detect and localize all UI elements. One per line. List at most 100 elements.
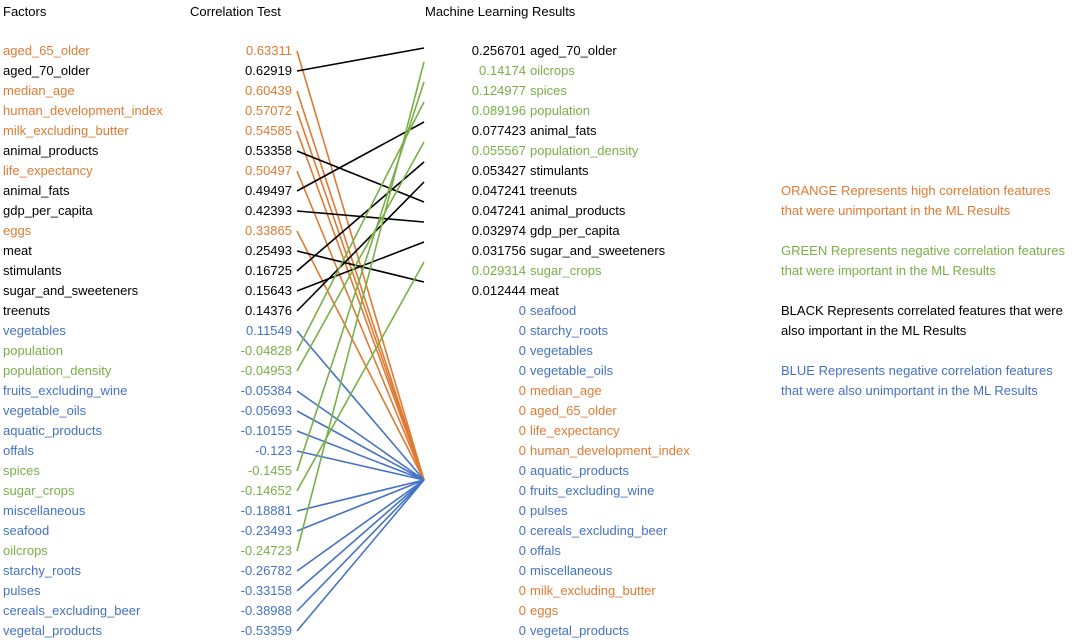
link-vegetables [296, 330, 425, 481]
correlation-value: 0.63311 [245, 43, 292, 58]
ml-importance-value: 0 [518, 323, 526, 338]
ml-importance-value: 0 [518, 483, 526, 498]
correlation-value: 0.16725 [245, 263, 292, 278]
legend-black-line: also important in the ML Results [781, 323, 967, 338]
ml-importance-value: 0.14174 [479, 63, 526, 78]
correlation-value: 0.25493 [245, 243, 292, 258]
legend-green-line: that were important in the ML Results [781, 263, 996, 278]
correlation-value: -0.10155 [240, 423, 292, 438]
legend-green-line: GREEN Represents negative correlation fe… [781, 243, 1065, 258]
ml-feature-name: aged_65_older [530, 403, 617, 418]
link-cereals_excluding_beer [296, 479, 425, 612]
factor-name: aged_70_older [3, 63, 90, 78]
ml-feature-name: fruits_excluding_wine [530, 483, 655, 498]
factor-name: fruits_excluding_wine [3, 383, 128, 398]
ml-feature-name: offals [530, 543, 561, 558]
ml-importance-value: 0.032974 [471, 223, 526, 238]
header-ml-results: Machine Learning Results [425, 4, 576, 19]
ml-feature-name: median_age [530, 383, 602, 398]
link-animal_products [296, 150, 425, 203]
ml-importance-value: 0 [518, 523, 526, 538]
ml-importance-value: 0 [518, 343, 526, 358]
ml-importance-value: 0.089196 [471, 103, 526, 118]
correlation-value: -0.24723 [240, 543, 292, 558]
factor-name: treenuts [3, 303, 50, 318]
legend-blue-line: that were also unimportant in the ML Res… [781, 383, 1038, 398]
correlation-value: -0.18881 [240, 503, 292, 518]
factor-name: vegetal_products [3, 623, 103, 638]
factor-name: gdp_per_capita [3, 203, 93, 218]
ml-importance-value: 0 [518, 463, 526, 478]
factor-name: eggs [3, 223, 32, 238]
correlation-value: 0.62919 [245, 63, 292, 78]
ml-feature-name: cereals_excluding_beer [530, 523, 668, 538]
correlation-value: 0.57072 [245, 103, 292, 118]
correlation-value: 0.42393 [245, 203, 292, 218]
ml-importance-value: 0 [518, 623, 526, 638]
factor-name: aquatic_products [3, 423, 103, 438]
ml-importance-value: 0 [518, 423, 526, 438]
legend-orange-line: ORANGE Represents high correlation featu… [781, 183, 1051, 198]
correlation-value: -0.53359 [240, 623, 292, 638]
ml-feature-name: spices [530, 83, 567, 98]
correlation-value: -0.38988 [240, 603, 292, 618]
factor-name: aged_65_older [3, 43, 90, 58]
ml-importance-value: 0 [518, 363, 526, 378]
correlation-value: 0.50497 [245, 163, 292, 178]
ml-feature-name: sugar_crops [530, 263, 602, 278]
factor-name: vegetable_oils [3, 403, 87, 418]
ml-importance-value: 0.029314 [471, 263, 526, 278]
correlation-value: 0.60439 [245, 83, 292, 98]
ml-importance-value: 0.256701 [471, 43, 526, 58]
correlation-value: -0.26782 [240, 563, 292, 578]
factor-name: sugar_crops [3, 483, 75, 498]
ml-importance-value: 0.053427 [471, 163, 526, 178]
correlation-value: 0.11549 [245, 323, 292, 338]
ml-feature-name: vegetal_products [530, 623, 630, 638]
factor-name: miscellaneous [3, 503, 86, 518]
ml-importance-value: 0 [518, 383, 526, 398]
ml-feature-name: human_development_index [530, 443, 690, 458]
ml-importance-value: 0 [518, 603, 526, 618]
factor-name: cereals_excluding_beer [3, 603, 141, 618]
link-aquatic_products [296, 430, 425, 481]
ml-feature-name: vegetables [530, 343, 593, 358]
link-eggs [296, 230, 425, 481]
factor-name: stimulants [3, 263, 62, 278]
factor-name: median_age [3, 83, 75, 98]
ml-feature-name: milk_excluding_butter [530, 583, 656, 598]
factor-name: population [3, 343, 63, 358]
link-vegetable_oils [296, 410, 425, 481]
ml-feature-name: gdp_per_capita [530, 223, 620, 238]
factor-name: pulses [3, 583, 41, 598]
link-vegetal_products [296, 479, 425, 632]
factor-name: vegetables [3, 323, 66, 338]
factor-name: seafood [3, 523, 50, 538]
ml-feature-name: meat [530, 283, 559, 298]
link-treenuts [296, 181, 425, 312]
ml-importance-value: 0.012444 [471, 283, 526, 298]
ml-feature-name: seafood [530, 303, 577, 318]
ml-importance-value: 0 [518, 563, 526, 578]
factor-name: life_expectancy [3, 163, 93, 178]
ml-importance-value: 0 [518, 443, 526, 458]
ml-importance-value: 0 [518, 503, 526, 518]
header-factors: Factors [3, 4, 47, 19]
factor-name: population_density [3, 363, 112, 378]
ml-importance-value: 0 [518, 303, 526, 318]
correlation-value: -0.1455 [247, 463, 292, 478]
ml-feature-name: population_density [530, 143, 639, 158]
correlation-value: 0.54585 [245, 123, 292, 138]
ml-importance-value: 0 [518, 543, 526, 558]
correlation-value: -0.05384 [240, 383, 292, 398]
ml-feature-name: sugar_and_sweeteners [530, 243, 666, 258]
factor-name: animal_products [3, 143, 99, 158]
ml-feature-name: population [530, 103, 590, 118]
legend-orange-line: that were unimportant in the ML Results [781, 203, 1011, 218]
link-median_age [296, 90, 425, 481]
link-oilcrops [296, 61, 425, 552]
ml-importance-value: 0.124977 [471, 83, 526, 98]
link-life_expectancy [296, 170, 425, 481]
link-sugar_crops [296, 261, 425, 492]
